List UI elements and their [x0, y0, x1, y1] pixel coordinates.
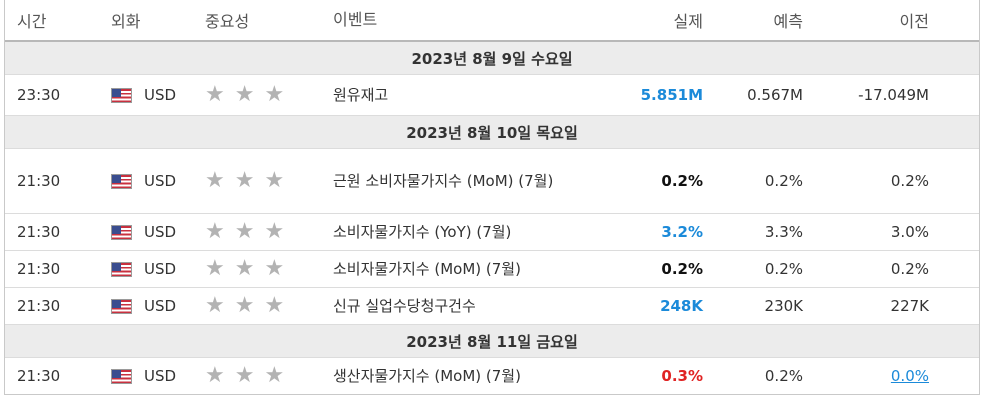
event-forecast: 3.3% [764, 223, 803, 241]
event-currency: USD [101, 86, 197, 104]
event-actual: 5.851M [640, 86, 703, 104]
importance-stars: ★ ★ ★ [197, 170, 325, 192]
header-actual[interactable]: 실제 [673, 12, 703, 31]
event-previous: 0.2% [890, 260, 929, 278]
currency-code: USD [144, 223, 177, 241]
event-actual: 0.2% [661, 260, 703, 278]
importance-stars: ★ ★ ★ [197, 295, 325, 317]
us-flag-icon [111, 173, 132, 189]
event-currency: USD [101, 367, 197, 385]
event-name[interactable]: 신규 실업수당청구건수 [333, 297, 476, 315]
event-actual: 0.2% [661, 172, 703, 190]
event-currency: USD [101, 297, 197, 315]
table-row[interactable]: 21:30 USD ★ ★ ★ 소비자물가지수 (MoM) (7월) 0.2% 0.… [5, 251, 979, 288]
us-flag-icon [111, 261, 132, 277]
star-icon: ★ [234, 168, 255, 193]
event-forecast: 0.2% [764, 260, 803, 278]
star-icon: ★ [234, 363, 255, 388]
star-icon: ★ [234, 256, 255, 281]
event-name[interactable]: 소비자물가지수 (YoY) (7월) [333, 223, 512, 241]
table-row[interactable]: 21:30 USD ★ ★ ★ 근원 소비자물가지수 (MoM) (7월) 0.2%… [5, 149, 979, 214]
us-flag-icon [111, 224, 132, 240]
event-currency: USD [101, 172, 197, 190]
table-row[interactable]: 21:30 USD ★ ★ ★ 생산자물가지수 (MoM) (7월) 0.3% 0.… [5, 358, 979, 394]
currency-code: USD [144, 172, 177, 190]
header-event[interactable]: 이벤트 [333, 10, 378, 29]
star-icon: ★ [234, 82, 255, 107]
us-flag-icon [111, 87, 132, 103]
star-icon: ★ [205, 256, 225, 281]
event-time: 21:30 [17, 260, 61, 278]
star-icon: ★ [234, 293, 255, 318]
event-previous: 227K [890, 297, 929, 315]
header-forecast[interactable]: 예측 [773, 12, 803, 31]
event-previous[interactable]: 0.0% [890, 367, 929, 385]
star-icon: ★ [264, 363, 285, 388]
currency-code: USD [144, 367, 177, 385]
star-icon: ★ [264, 293, 285, 318]
table-header: 시간 외화 중요성 이벤트 실제 예측 이전 [5, 0, 979, 42]
star-icon: ★ [205, 219, 225, 244]
event-forecast: 230K [764, 297, 803, 315]
event-time: 21:30 [17, 223, 61, 241]
currency-code: USD [144, 297, 177, 315]
importance-stars: ★ ★ ★ [197, 221, 325, 243]
header-previous[interactable]: 이전 [899, 12, 929, 31]
importance-stars: ★ ★ ★ [197, 365, 325, 387]
event-name[interactable]: 생산자물가지수 (MoM) (7월) [333, 367, 521, 385]
date-row: 2023년 8월 11일 금요일 [5, 325, 979, 358]
event-currency: USD [101, 223, 197, 241]
table-row[interactable]: 21:30 USD ★ ★ ★ 소비자물가지수 (YoY) (7월) 3.2% 3.… [5, 214, 979, 251]
event-previous-cell: 0.0% [803, 367, 929, 385]
star-icon: ★ [264, 219, 285, 244]
event-name[interactable]: 소비자물가지수 (MoM) (7월) [333, 260, 521, 278]
star-icon: ★ [234, 219, 255, 244]
star-icon: ★ [264, 168, 285, 193]
event-actual: 248K [660, 297, 703, 315]
event-forecast: 0.2% [764, 367, 803, 385]
event-previous: 3.0% [890, 223, 929, 241]
importance-stars: ★ ★ ★ [197, 258, 325, 280]
event-name[interactable]: 원유재고 [333, 86, 389, 104]
star-icon: ★ [264, 256, 285, 281]
event-previous: 0.2% [890, 172, 929, 190]
star-icon: ★ [264, 82, 285, 107]
event-forecast: 0.567M [747, 86, 803, 104]
date-row: 2023년 8월 9일 수요일 [5, 42, 979, 75]
table-row[interactable]: 21:30 USD ★ ★ ★ 신규 실업수당청구건수 248K 230K 227K [5, 288, 979, 325]
star-icon: ★ [205, 363, 225, 388]
event-time: 21:30 [17, 367, 61, 385]
header-importance[interactable]: 중요성 [205, 12, 250, 31]
star-icon: ★ [205, 168, 225, 193]
us-flag-icon [111, 298, 132, 314]
star-icon: ★ [205, 293, 225, 318]
event-previous: -17.049M [858, 86, 929, 104]
event-name[interactable]: 근원 소비자물가지수 (MoM) (7월) [333, 172, 554, 190]
date-row: 2023년 8월 10일 목요일 [5, 116, 979, 149]
currency-code: USD [144, 86, 177, 104]
header-time[interactable]: 시간 [17, 12, 47, 31]
event-currency: USD [101, 260, 197, 278]
event-forecast: 0.2% [764, 172, 803, 190]
event-actual: 3.2% [661, 223, 703, 241]
event-actual: 0.3% [661, 367, 703, 385]
header-currency[interactable]: 외화 [111, 12, 141, 31]
event-time: 21:30 [17, 172, 61, 190]
event-time: 21:30 [17, 297, 61, 315]
table-row[interactable]: 23:30 USD ★ ★ ★ 원유재고 5.851M 0.567M -17.049… [5, 75, 979, 116]
currency-code: USD [144, 260, 177, 278]
economic-calendar-table: 시간 외화 중요성 이벤트 실제 예측 이전 2023년 8월 9일 수요일 2… [4, 0, 980, 395]
us-flag-icon [111, 368, 132, 384]
importance-stars: ★ ★ ★ [197, 84, 325, 106]
event-time: 23:30 [17, 86, 61, 104]
star-icon: ★ [205, 82, 225, 107]
